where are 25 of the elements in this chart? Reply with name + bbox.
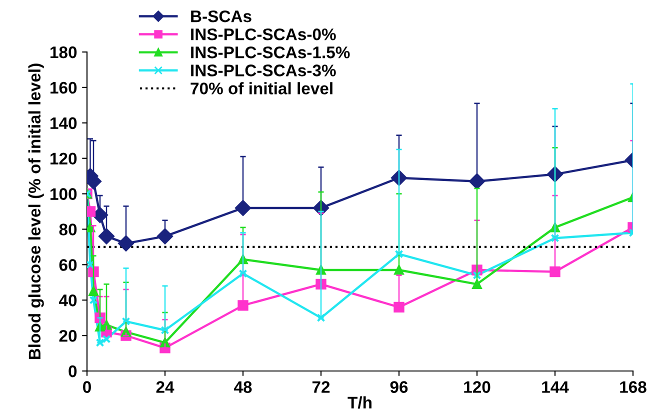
legend-label: INS-PLC-SCAs-1.5% bbox=[191, 46, 350, 58]
x-axis-title: T/h bbox=[348, 396, 372, 409]
y-tick-label: 140 bbox=[50, 117, 77, 130]
legend-label: INS-PLC-SCAs-0% bbox=[191, 28, 336, 40]
y-tick-label: 80 bbox=[59, 224, 77, 236]
legend-label: B-SCAs bbox=[191, 10, 252, 22]
x-tick-label: 0 bbox=[83, 381, 91, 393]
legend-label: 70% of initial level bbox=[190, 82, 332, 94]
y-tick-label: 20 bbox=[59, 330, 77, 342]
y-tick-label: 160 bbox=[50, 82, 77, 94]
y-tick-label: 0 bbox=[68, 365, 77, 378]
y-tick-label: 120 bbox=[50, 152, 77, 165]
y-tick-label: 100 bbox=[50, 188, 77, 200]
y-axis-title: Blood glucose level (% of initial level) bbox=[28, 64, 44, 360]
x-tick-label: 120 bbox=[464, 381, 490, 393]
x-tick-label: 96 bbox=[390, 381, 408, 393]
x-tick-label: 168 bbox=[620, 381, 646, 393]
y-tick-label: 180 bbox=[50, 46, 77, 58]
x-tick-label: 72 bbox=[312, 381, 330, 393]
y-tick-label: 40 bbox=[58, 294, 77, 306]
x-tick-label: 144 bbox=[542, 381, 569, 393]
legend-label: INS-PLC-SCAs-3% bbox=[191, 64, 336, 76]
x-tick-label: 48 bbox=[234, 381, 252, 393]
x-tick-label: 24 bbox=[156, 381, 174, 393]
y-tick-label: 60 bbox=[59, 259, 77, 271]
